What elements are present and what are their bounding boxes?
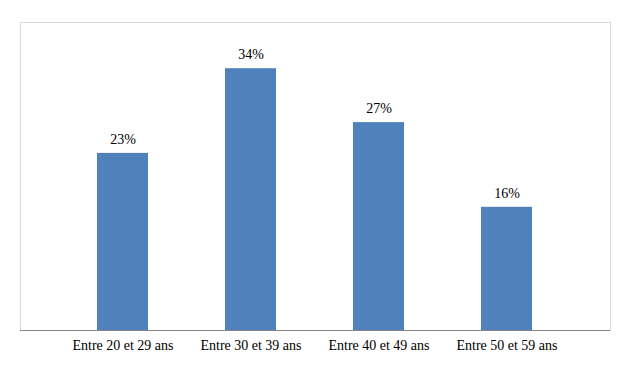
svg-text:Entre 20 et 29 ans: Entre 20 et 29 ans — [72, 338, 173, 353]
svg-text:Entre 50 et 59 ans: Entre 50 et 59 ans — [456, 338, 557, 353]
svg-text:Entre 30 et 39 ans: Entre 30 et 39 ans — [200, 338, 301, 353]
svg-text:27%: 27% — [366, 101, 392, 116]
svg-text:Entre 40 et 49 ans: Entre 40 et 49 ans — [328, 338, 429, 353]
svg-text:34%: 34% — [238, 47, 264, 62]
svg-text:16%: 16% — [494, 186, 520, 201]
svg-text:23%: 23% — [110, 132, 136, 147]
